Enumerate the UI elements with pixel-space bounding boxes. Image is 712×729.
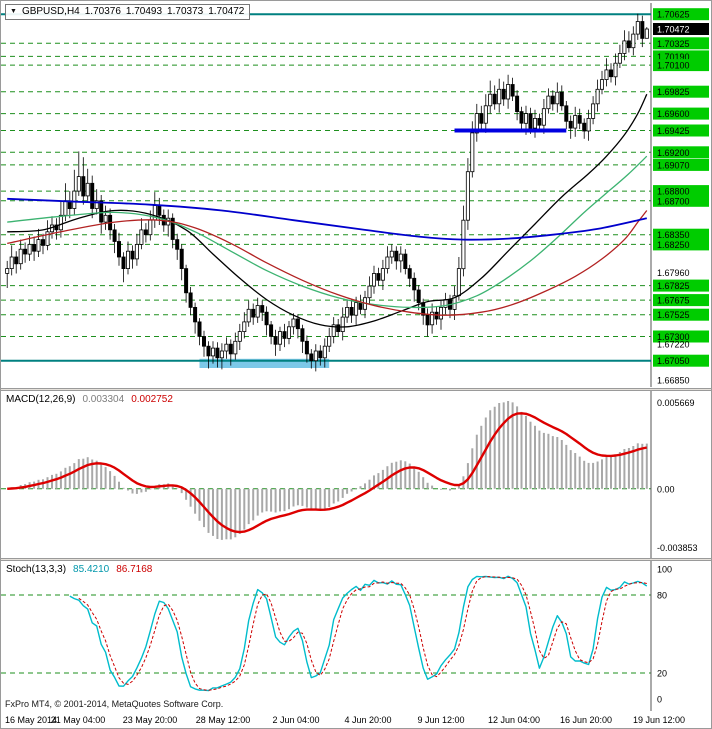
scale-label: 1.67220 — [657, 340, 690, 350]
macd-title: MACD(12,26,9) 0.003304 0.002752 — [6, 394, 173, 405]
time-label: 9 Jun 12:00 — [417, 715, 465, 725]
price-level-tag — [653, 107, 709, 120]
time-label: 28 May 12:00 — [195, 715, 251, 725]
current-price-tag — [653, 23, 709, 35]
macd-signal-value: 0.002752 — [131, 394, 173, 405]
scale-label: 1.67300 — [657, 332, 690, 342]
scale-label: 1.69825 — [657, 87, 690, 97]
symbol-dropdown-icon[interactable]: ▼ — [10, 7, 17, 15]
macd-panel: 0.005669 0.00 -0.003853 MACD(12,26,9) 0.00… — [1, 391, 712, 558]
time-label: 21 May 04:00 — [50, 715, 106, 725]
scale-label: 1.69200 — [657, 148, 690, 158]
time-label: 12 Jun 04:00 — [487, 715, 541, 725]
price-panel: 1.70625 1.70472 1.70325 1.70190 1.70100 1.698… — [1, 1, 712, 388]
copyright-text: FxPro MT4, © 2001-2014, MetaQuotes Softw… — [5, 699, 224, 709]
time-label: 16 Jun 20:00 — [559, 715, 613, 725]
candlestick-series — [5, 13, 649, 372]
price-level-tag — [653, 185, 709, 198]
stoch-signal-value: 86.7168 — [116, 564, 153, 575]
price-level-tag — [653, 330, 709, 343]
scale-label: 1.69070 — [657, 160, 690, 170]
consolidation-zone-highlight — [199, 358, 330, 368]
scale-label: 1.68800 — [657, 187, 690, 197]
scale-label: 1.67050 — [657, 356, 690, 366]
scale-label: 0 — [657, 695, 662, 705]
price-level-tag — [653, 124, 709, 137]
scale-label: 1.69425 — [657, 126, 690, 136]
stoch-scale[interactable]: 100 80 20 0 — [650, 561, 712, 711]
stoch-panel: 100 80 20 0 Stoch(13,3,3) 85.4210 86.7168 F… — [1, 561, 712, 711]
time-axis[interactable]: 16 May 2014 21 May 04:00 23 May 20:00 28 Ma… — [1, 711, 711, 728]
stoch-label: Stoch(13,3,3) — [6, 564, 67, 575]
scale-label: 1.68700 — [657, 196, 690, 206]
price-level-tag — [653, 238, 709, 251]
price-level-tag — [653, 279, 709, 292]
scale-label: 1.66850 — [657, 376, 690, 386]
scale-label: 1.70190 — [657, 52, 690, 62]
panel-splitter[interactable] — [1, 388, 711, 391]
ohlc-open: 1.70376 — [84, 6, 121, 17]
scale-label: 20 — [657, 669, 667, 679]
price-level-tag — [653, 294, 709, 307]
time-label: 16 May 2014 — [5, 715, 58, 725]
scale-label: 80 — [657, 591, 667, 601]
stoch-canvas[interactable]: 100 80 20 0 — [1, 561, 712, 711]
stoch-main-value: 85.4210 — [73, 564, 110, 575]
scale-label: 1.70625 — [657, 10, 690, 20]
stoch-signal-line — [78, 576, 647, 691]
scale-label: 1.67960 — [657, 268, 690, 278]
scale-label: -0.003853 — [657, 543, 698, 553]
price-level-tag — [653, 228, 709, 241]
macd-canvas[interactable]: 0.005669 0.00 -0.003853 — [1, 391, 712, 558]
price-level-tag — [653, 8, 709, 21]
price-level-tag — [653, 354, 709, 367]
scale-label: 1.70100 — [657, 61, 690, 71]
ma-red-slow — [7, 210, 648, 316]
macd-histogram — [10, 401, 648, 540]
ohlc-high: 1.70493 — [125, 6, 163, 17]
price-level-tag — [653, 59, 709, 72]
scale-label: 0.005669 — [657, 398, 695, 408]
scale-label: 0.00 — [657, 484, 675, 494]
price-level-tag — [653, 158, 709, 171]
macd-main-value: 0.003304 — [82, 394, 125, 405]
scale-label: 1.67825 — [657, 281, 690, 291]
scale-label: 1.68350 — [657, 230, 690, 240]
panel-splitter[interactable] — [1, 558, 711, 561]
macd-scale[interactable]: 0.005669 0.00 -0.003853 — [650, 391, 712, 558]
ma-blue-slowest — [7, 197, 647, 241]
scale-label: 1.69600 — [657, 109, 690, 119]
price-level-tag — [653, 37, 709, 50]
ohlc-close: 1.70472 — [208, 6, 245, 17]
stoch-title: Stoch(13,3,3) 85.4210 86.7168 — [6, 564, 152, 575]
scale-label: 1.68250 — [657, 240, 690, 250]
stoch-main-line — [69, 575, 648, 692]
scale-label: 1.70325 — [657, 39, 690, 49]
ma-green-slow — [7, 155, 648, 309]
time-label: 19 Jun 12:00 — [632, 715, 686, 725]
macd-label: MACD(12,26,9) — [6, 394, 76, 405]
price-level-tag — [653, 85, 709, 98]
ohlc-low: 1.70373 — [167, 6, 204, 17]
ma-black-medium — [7, 93, 648, 328]
price-level-tag — [653, 194, 709, 207]
time-label: 23 May 20:00 — [122, 715, 178, 725]
price-level-tag — [653, 308, 709, 321]
scale-label: 100 — [657, 565, 672, 575]
time-label: 2 Jun 04:00 — [272, 715, 320, 725]
scale-label: 1.67675 — [657, 296, 690, 306]
macd-signal-line — [7, 412, 648, 534]
chart-title: ▼ GBPUSD,H4 1.70376 1.70493 1.70373 1.70… — [5, 4, 251, 20]
symbol-period-label: GBPUSD,H4 — [21, 6, 80, 17]
scale-label: 1.70472 — [657, 25, 690, 35]
price-level-tag — [653, 146, 709, 159]
price-gridlines — [1, 13, 651, 362]
time-label: 4 Jun 20:00 — [344, 715, 392, 725]
scale-label: 1.67525 — [657, 310, 690, 320]
